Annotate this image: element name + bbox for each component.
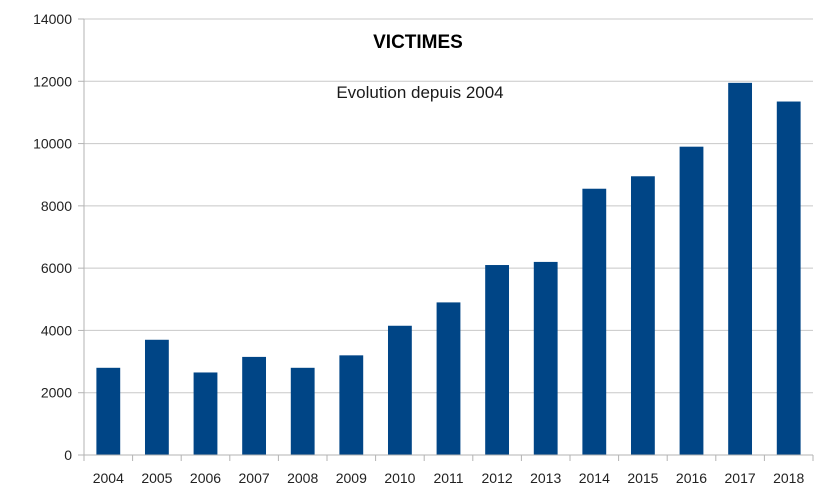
- x-tick-label: 2011: [433, 470, 463, 486]
- bar-2007: [242, 356, 267, 455]
- bar-2018: [776, 101, 801, 456]
- x-tick-label: 2010: [384, 470, 415, 486]
- x-tick-label: 2013: [530, 470, 561, 486]
- bar-2005: [144, 339, 169, 455]
- y-axis-tick-labels: 0 2000 4000 6000 8000 10000 12000 14000: [33, 11, 72, 463]
- y-tick-label: 4000: [41, 322, 72, 338]
- x-axis-tick-labels: 2004 2005 2006 2007 2008 2009 2010 2011 2012 2013…: [93, 470, 805, 486]
- y-tick-label: 12000: [33, 73, 72, 89]
- y-tick-label: 8000: [41, 198, 72, 214]
- x-tick-label: 2014: [579, 470, 610, 486]
- x-tick-label: 2009: [336, 470, 367, 486]
- bar-2015: [630, 176, 655, 455]
- x-tick-label: 2012: [482, 470, 513, 486]
- bar-2017: [728, 82, 753, 455]
- x-tick-label: 2005: [141, 470, 172, 486]
- y-tick-label: 14000: [33, 11, 72, 27]
- bar-2013: [533, 261, 558, 455]
- bar-2011: [436, 302, 461, 455]
- x-tick-label: 2008: [287, 470, 318, 486]
- bar-2010: [387, 325, 412, 455]
- x-tick-label: 2006: [190, 470, 221, 486]
- chart-title: VICTIMES: [373, 32, 463, 53]
- x-tick-label: 2007: [239, 470, 270, 486]
- x-tick-label: 2018: [773, 470, 804, 486]
- y-tick-label: 6000: [41, 260, 72, 276]
- x-tick-label: 2015: [627, 470, 658, 486]
- bar-2012: [485, 265, 510, 455]
- axes: [83, 19, 814, 461]
- y-tick-label: 10000: [33, 136, 72, 152]
- bar-2008: [290, 367, 315, 455]
- x-tick-label: 2017: [725, 470, 756, 486]
- x-tick-label: 2016: [676, 470, 707, 486]
- chart-subtitle: Evolution depuis 2004: [336, 83, 503, 102]
- bar-2006: [193, 372, 218, 455]
- bar-2004: [96, 367, 121, 455]
- bar-2014: [582, 188, 607, 455]
- bars: [96, 82, 801, 456]
- bar-2016: [679, 146, 704, 455]
- bar-2009: [339, 355, 364, 455]
- y-tick-label: 0: [64, 447, 72, 463]
- x-tick-label: 2004: [93, 470, 124, 486]
- y-tick-label: 2000: [41, 385, 72, 401]
